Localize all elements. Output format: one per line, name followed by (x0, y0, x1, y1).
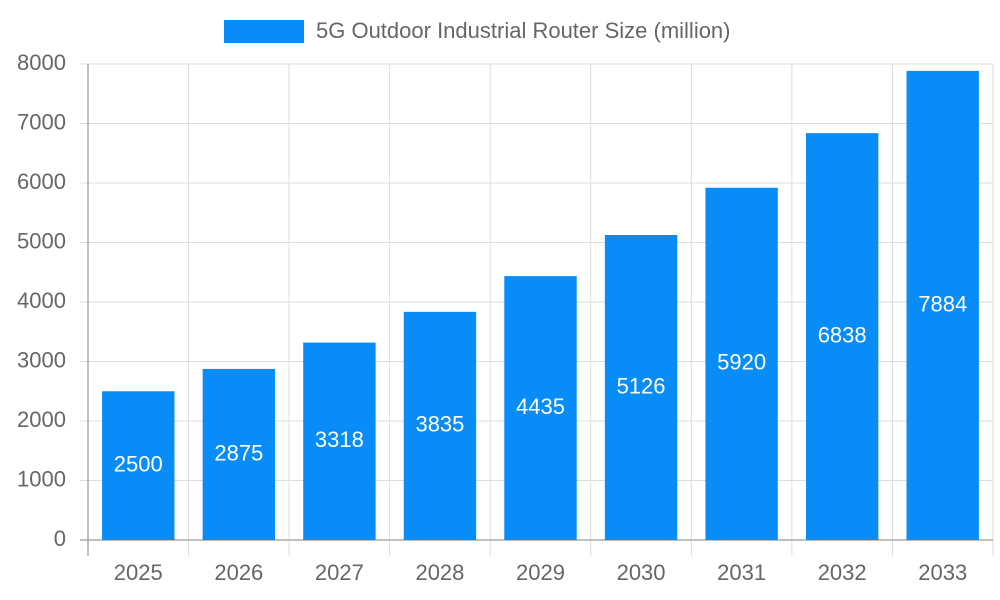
y-tick-label: 2000 (17, 407, 66, 432)
legend-swatch (224, 20, 304, 43)
data-label: 2875 (214, 440, 263, 465)
legend-label: 5G Outdoor Industrial Router Size (milli… (316, 18, 731, 43)
bar (102, 391, 175, 540)
bar (504, 276, 577, 540)
x-tick-label: 2026 (214, 560, 263, 585)
x-tick-label: 2028 (415, 560, 464, 585)
data-label: 7884 (918, 291, 967, 316)
x-tick-label: 2032 (818, 560, 867, 585)
y-tick-label: 8000 (17, 50, 66, 75)
x-tick-label: 2030 (617, 560, 666, 585)
bar (403, 311, 477, 540)
data-label: 3318 (315, 427, 364, 452)
y-tick-label: 3000 (17, 347, 66, 372)
data-label: 5126 (617, 373, 666, 398)
y-tick-label: 4000 (17, 288, 66, 313)
x-tick-label: 2033 (918, 560, 967, 585)
x-tick-label: 2031 (717, 560, 766, 585)
y-tick-label: 5000 (17, 228, 66, 253)
data-label: 5920 (717, 350, 766, 375)
data-label: 4435 (516, 394, 565, 419)
bar (906, 70, 979, 540)
bar (604, 235, 678, 541)
y-tick-label: 1000 (17, 466, 66, 491)
bar (303, 342, 376, 540)
data-label: 3835 (415, 412, 464, 437)
x-tick-label: 2027 (315, 560, 364, 585)
x-tick-label: 2029 (516, 560, 565, 585)
y-tick-label: 7000 (17, 109, 66, 134)
bar (705, 187, 778, 540)
bar (805, 133, 879, 540)
x-tick-label: 2025 (114, 560, 163, 585)
data-label: 2500 (114, 451, 163, 476)
y-tick-label: 0 (54, 526, 66, 551)
y-tick-label: 6000 (17, 169, 66, 194)
data-label: 6838 (818, 322, 867, 347)
bar (202, 368, 276, 540)
